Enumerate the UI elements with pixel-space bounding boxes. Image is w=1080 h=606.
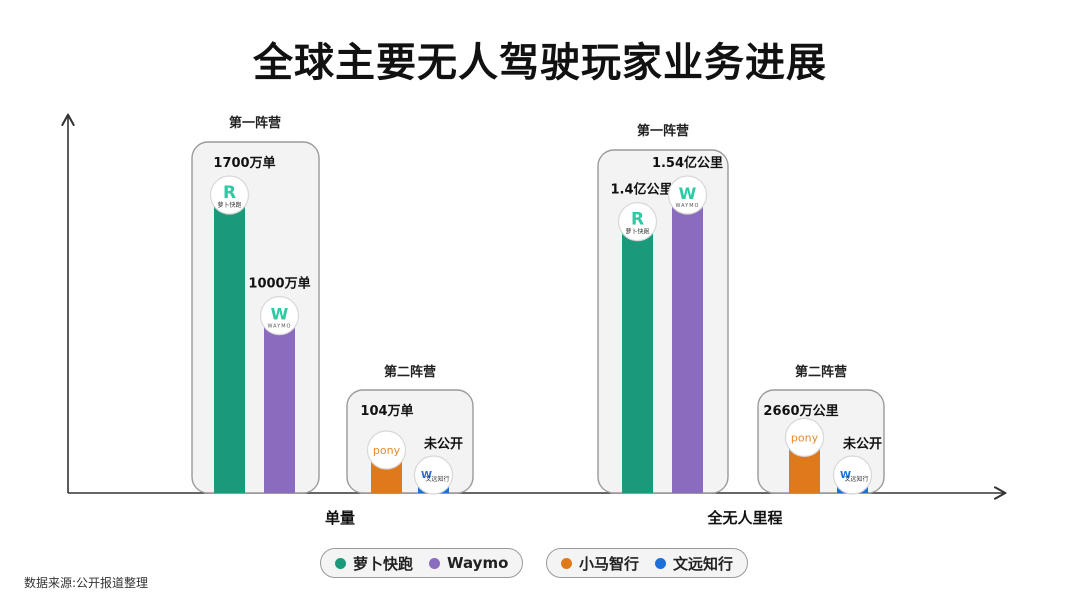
player-logo-text: 文远知行 xyxy=(844,475,868,483)
legend-swatch xyxy=(561,557,572,569)
legend-swatch xyxy=(429,557,441,569)
legend-label: 文远知行 xyxy=(673,554,734,573)
player-logo-mark: R xyxy=(631,210,644,230)
bar xyxy=(214,200,245,493)
group-label: 第二阵营 xyxy=(795,364,847,380)
legend-item: Waymo xyxy=(429,554,508,572)
group-box xyxy=(597,149,729,494)
player-logo-text: 萝卜快跑 xyxy=(625,228,649,236)
legend-item: 文远知行 xyxy=(655,553,733,574)
player-logo-text: WAYMO xyxy=(675,203,699,209)
legend-swatch xyxy=(655,557,667,569)
legend-label: Waymo xyxy=(447,554,509,572)
value-label: 1000万单 xyxy=(248,276,310,292)
value-label: 未公开 xyxy=(842,436,882,452)
player-logo-mark: W xyxy=(271,305,289,324)
chart-title: 全球主要无人驾驶玩家业务进展 xyxy=(253,40,827,86)
bar xyxy=(672,200,703,493)
legend-group-1: 萝卜快跑 Waymo xyxy=(320,548,524,578)
value-label: 2660万公里 xyxy=(763,404,838,419)
player-logo xyxy=(832,455,873,495)
value-label: 1.54亿公里 xyxy=(652,155,723,171)
player-logo-mark: pony xyxy=(373,444,401,457)
category-label: 全无人里程 xyxy=(706,509,782,527)
group-label: 第一阵营 xyxy=(229,115,281,131)
player-logo xyxy=(413,455,454,495)
player-logo xyxy=(209,175,250,215)
legend-label: 萝卜快跑 xyxy=(353,554,414,573)
player-logo-text: WAYMO xyxy=(267,324,291,330)
player-logo-mark: pony xyxy=(791,431,819,444)
legend-label: 小马智行 xyxy=(579,554,640,573)
legend-swatch xyxy=(335,557,346,569)
data-source: 数据来源:公开报道整理 xyxy=(24,576,149,590)
player-logo-text: 萝卜快跑 xyxy=(217,201,241,209)
value-label: 1.4亿公里 xyxy=(610,182,672,198)
group-label: 第一阵营 xyxy=(637,123,689,139)
player-logo-mark: W xyxy=(840,470,851,481)
player-logo xyxy=(366,430,407,470)
player-logo-text: 文远知行 xyxy=(425,475,449,483)
group-label: 第二阵营 xyxy=(384,364,436,380)
player-logo-mark: W xyxy=(421,470,432,481)
value-label: 1700万单 xyxy=(213,155,275,171)
player-logo xyxy=(617,202,658,242)
legend-item: 萝卜快跑 xyxy=(335,553,413,574)
category-label: 单量 xyxy=(325,509,355,527)
player-logo-mark: R xyxy=(223,183,236,203)
bar xyxy=(622,226,653,494)
legend-item: 小马智行 xyxy=(561,553,639,574)
player-logo xyxy=(784,417,825,457)
value-label: 104万单 xyxy=(360,403,413,419)
bar xyxy=(264,320,295,493)
player-logo xyxy=(667,175,708,215)
legend-group-2: 小马智行 文远知行 xyxy=(546,548,749,578)
value-label: 未公开 xyxy=(423,436,463,452)
player-logo xyxy=(259,296,300,336)
player-logo-mark: W xyxy=(679,184,697,203)
